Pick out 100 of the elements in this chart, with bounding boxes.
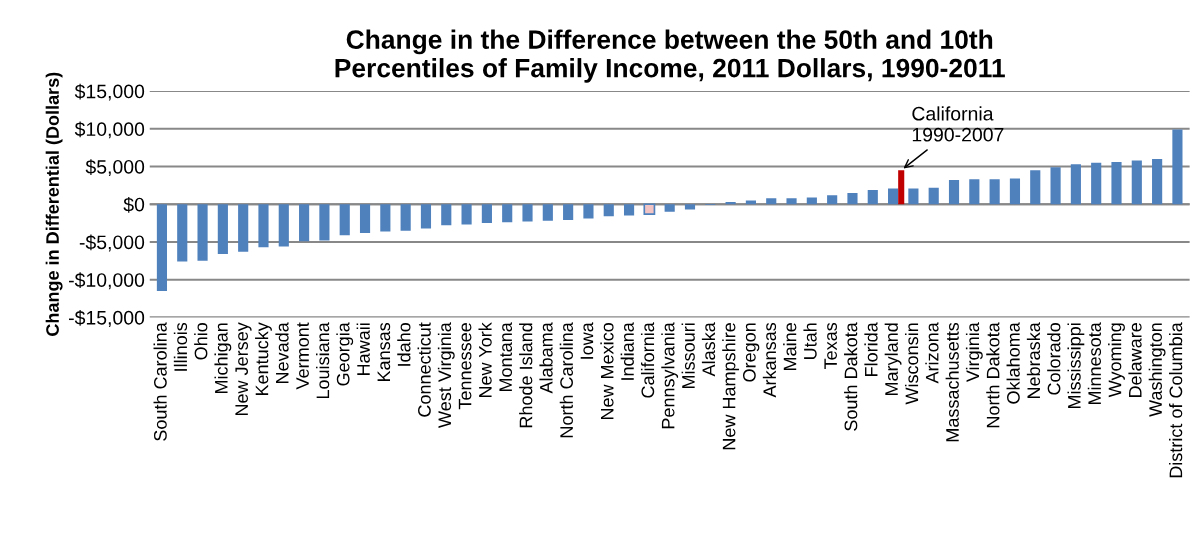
bar	[898, 170, 905, 205]
bar	[278, 204, 289, 247]
x-tick-label: Massachusetts	[945, 322, 959, 442]
x-tick-label: Wisconsin	[904, 323, 919, 405]
x-tick-label: Montana	[499, 322, 513, 392]
x-tick-label: New Hampshire	[722, 323, 740, 450]
bar	[339, 204, 350, 236]
x-tick-label: Arizona	[925, 322, 939, 384]
bar	[847, 192, 858, 205]
bar	[684, 204, 696, 210]
x-tick-label: Delaware	[1128, 323, 1142, 398]
x-tick-label: West Virginia	[437, 322, 455, 428]
bar	[1091, 162, 1102, 205]
bar	[238, 204, 249, 252]
x-tick-label: North Dakota	[986, 322, 1000, 428]
y-tick-label: -$5,000	[79, 234, 145, 252]
bar	[217, 204, 228, 255]
bar	[989, 179, 1000, 205]
y-axis-title: Change in Differential (Dollars)	[45, 72, 63, 336]
x-tick-label: California	[640, 322, 655, 398]
x-tick-label: Virginia	[965, 322, 983, 383]
bar	[603, 204, 614, 217]
x-tick-label: Washington	[1148, 323, 1166, 417]
x-tick-label: New York	[478, 322, 492, 398]
bar	[563, 204, 574, 221]
bar	[299, 204, 310, 242]
bar	[522, 204, 533, 222]
x-tick-label: Wyoming	[1108, 323, 1125, 398]
bar	[766, 198, 777, 205]
x-tick-label: Minnesota	[1087, 322, 1102, 405]
bar	[948, 180, 960, 205]
x-tick-label: Georgia	[336, 322, 354, 386]
y-tick-label: -$10,000	[69, 272, 145, 290]
bar	[827, 195, 838, 205]
annotation: California 1990-2007	[912, 106, 1004, 142]
x-tick-label: Oklahoma	[1006, 322, 1020, 404]
x-tick-label: New Jersey	[235, 322, 252, 416]
bar	[441, 204, 452, 226]
bar	[481, 204, 492, 224]
x-tick-label: Florida	[864, 322, 878, 376]
x-tick-label: Arkansas	[762, 322, 777, 398]
x-tick-label: Tennessee	[458, 323, 472, 410]
x-tick-label: Nevada	[275, 322, 289, 384]
bar	[359, 204, 371, 233]
bar	[1172, 129, 1183, 205]
x-tick-label: New Mexico	[600, 323, 614, 420]
x-tick-label: Connecticut	[417, 322, 431, 417]
bar	[420, 204, 432, 229]
x-tick-label: Alaska	[701, 322, 716, 377]
x-tick-label: Idaho	[397, 323, 411, 366]
x-tick-label: Ohio	[194, 323, 208, 360]
bar	[400, 204, 411, 231]
bar	[1030, 170, 1041, 205]
bar	[1070, 164, 1081, 205]
bar	[258, 204, 269, 248]
bar	[197, 204, 208, 261]
bar	[867, 189, 878, 205]
bar	[542, 204, 553, 221]
bar	[928, 187, 939, 205]
x-tick-label: North Carolina	[559, 322, 573, 438]
y-tick-label: $15,000	[74, 83, 145, 101]
y-tick-label: -$15,000	[69, 310, 145, 327]
bar	[786, 198, 797, 205]
x-tick-label: Hawaii	[356, 323, 370, 375]
x-tick-label: Kansas	[377, 322, 391, 381]
x-tick-label: District of Columbia	[1169, 322, 1183, 478]
y-tick-label: $5,000	[85, 159, 145, 177]
x-tick-label: Pennsylvania	[661, 322, 679, 429]
x-tick-label: Maine	[783, 323, 797, 370]
x-tick-label: Iowa	[580, 322, 594, 359]
x-tick-label: Louisiana	[316, 322, 330, 399]
x-tick-label: South Dakota	[844, 322, 858, 431]
x-tick-label: Rhode Island	[519, 323, 533, 428]
x-tick-label: Mississippi	[1067, 323, 1085, 409]
x-tick-label: Maryland	[884, 323, 902, 396]
x-tick-label: Missouri	[681, 323, 695, 388]
bar	[888, 188, 899, 205]
x-tick-label: Illinois	[173, 322, 188, 371]
bar	[1152, 158, 1163, 205]
x-tick-label: Oregon	[742, 323, 760, 382]
x-tick-label: South Carolina	[153, 322, 167, 441]
bar	[1131, 160, 1142, 205]
x-tick-label: Utah	[803, 323, 817, 359]
bar	[1009, 178, 1021, 205]
bar	[461, 204, 472, 225]
bar	[1111, 161, 1122, 205]
bar	[908, 188, 919, 205]
x-tick-label: Texas	[824, 322, 838, 370]
bar	[623, 204, 635, 216]
chart-title: Change in the Difference between the 50th and 10th Percentiles of Family Income, 2011 Dollars, 1990-2011	[335, 29, 1005, 83]
x-tick-label: Indiana	[620, 322, 634, 380]
bar	[745, 200, 756, 205]
bar	[664, 204, 675, 212]
bar	[380, 204, 391, 232]
bar	[583, 204, 594, 219]
x-tick-label: Alabama	[539, 322, 553, 394]
x-tick-label: Michigan	[214, 323, 232, 394]
bar	[502, 204, 513, 223]
x-tick-label: Nebraska	[1026, 322, 1041, 399]
bar	[969, 179, 980, 205]
